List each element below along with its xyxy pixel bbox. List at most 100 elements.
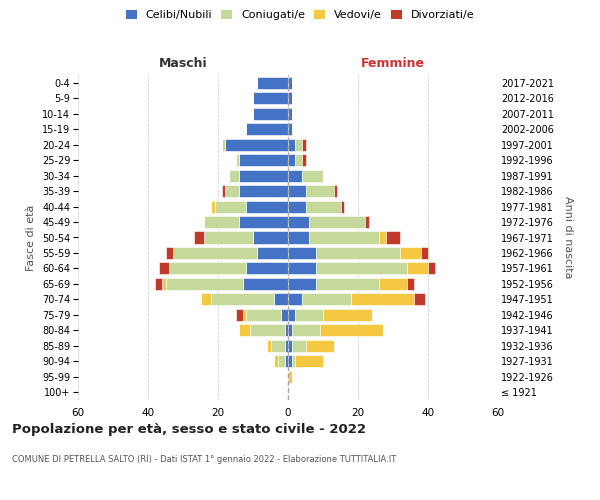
Bar [309,232,379,243]
Bar [292,340,305,352]
Bar [288,356,292,368]
Bar [288,185,305,197]
Bar [334,185,337,197]
Bar [288,294,302,306]
Bar [309,216,365,228]
Bar [428,262,435,274]
Bar [284,340,288,352]
Bar [253,92,288,104]
Bar [295,356,323,368]
Bar [242,309,246,321]
Bar [239,324,250,336]
Bar [229,170,239,181]
Bar [225,185,239,197]
Bar [316,278,379,290]
Bar [400,247,421,259]
Bar [386,232,400,243]
Y-axis label: Fasce di età: Fasce di età [26,204,37,270]
Bar [239,216,288,228]
Bar [302,154,305,166]
Bar [235,154,239,166]
Bar [281,309,288,321]
Bar [169,262,246,274]
Bar [162,278,166,290]
Bar [316,247,400,259]
Bar [158,262,169,274]
Bar [246,262,288,274]
Bar [288,154,295,166]
Bar [253,108,288,120]
Bar [250,324,284,336]
Bar [193,232,204,243]
Bar [351,294,414,306]
Bar [288,200,305,212]
Bar [365,216,368,228]
Bar [288,92,292,104]
Bar [221,138,225,150]
Bar [379,232,386,243]
Bar [288,371,292,383]
Bar [173,247,257,259]
Bar [302,170,323,181]
Bar [239,170,288,181]
Bar [257,76,288,89]
Bar [288,247,316,259]
Bar [211,294,274,306]
Bar [414,294,425,306]
Bar [316,262,407,274]
Bar [288,324,292,336]
Bar [221,185,225,197]
Bar [246,309,281,321]
Bar [288,309,295,321]
Bar [288,216,309,228]
Bar [246,200,288,212]
Bar [302,294,351,306]
Bar [288,170,302,181]
Bar [288,138,295,150]
Bar [166,247,173,259]
Bar [288,232,309,243]
Bar [235,309,242,321]
Bar [305,185,334,197]
Y-axis label: Anni di nascita: Anni di nascita [563,196,573,279]
Bar [288,278,316,290]
Bar [292,356,295,368]
Bar [239,185,288,197]
Text: Femmine: Femmine [361,57,425,70]
Bar [166,278,242,290]
Bar [246,123,288,135]
Bar [288,340,292,352]
Bar [295,154,302,166]
Text: Maschi: Maschi [158,57,208,70]
Legend: Celibi/Nubili, Coniugati/e, Vedovi/e, Divorziati/e: Celibi/Nubili, Coniugati/e, Vedovi/e, Di… [121,6,479,25]
Bar [225,138,288,150]
Bar [305,200,341,212]
Text: Popolazione per età, sesso e stato civile - 2022: Popolazione per età, sesso e stato civil… [12,422,366,436]
Bar [274,356,277,368]
Bar [253,232,288,243]
Bar [295,309,323,321]
Bar [421,247,428,259]
Bar [155,278,162,290]
Bar [271,340,284,352]
Bar [379,278,407,290]
Bar [407,278,414,290]
Bar [288,76,292,89]
Bar [320,324,383,336]
Bar [288,123,292,135]
Bar [267,340,271,352]
Bar [284,356,288,368]
Bar [204,232,253,243]
Bar [295,138,302,150]
Bar [274,294,288,306]
Text: COMUNE DI PETRELLA SALTO (RI) - Dati ISTAT 1° gennaio 2022 - Elaborazione TUTTIT: COMUNE DI PETRELLA SALTO (RI) - Dati IST… [12,455,396,464]
Bar [288,262,316,274]
Bar [288,108,292,120]
Bar [341,200,344,212]
Bar [242,278,288,290]
Bar [277,356,284,368]
Bar [302,138,305,150]
Bar [292,324,320,336]
Bar [239,154,288,166]
Bar [211,200,215,212]
